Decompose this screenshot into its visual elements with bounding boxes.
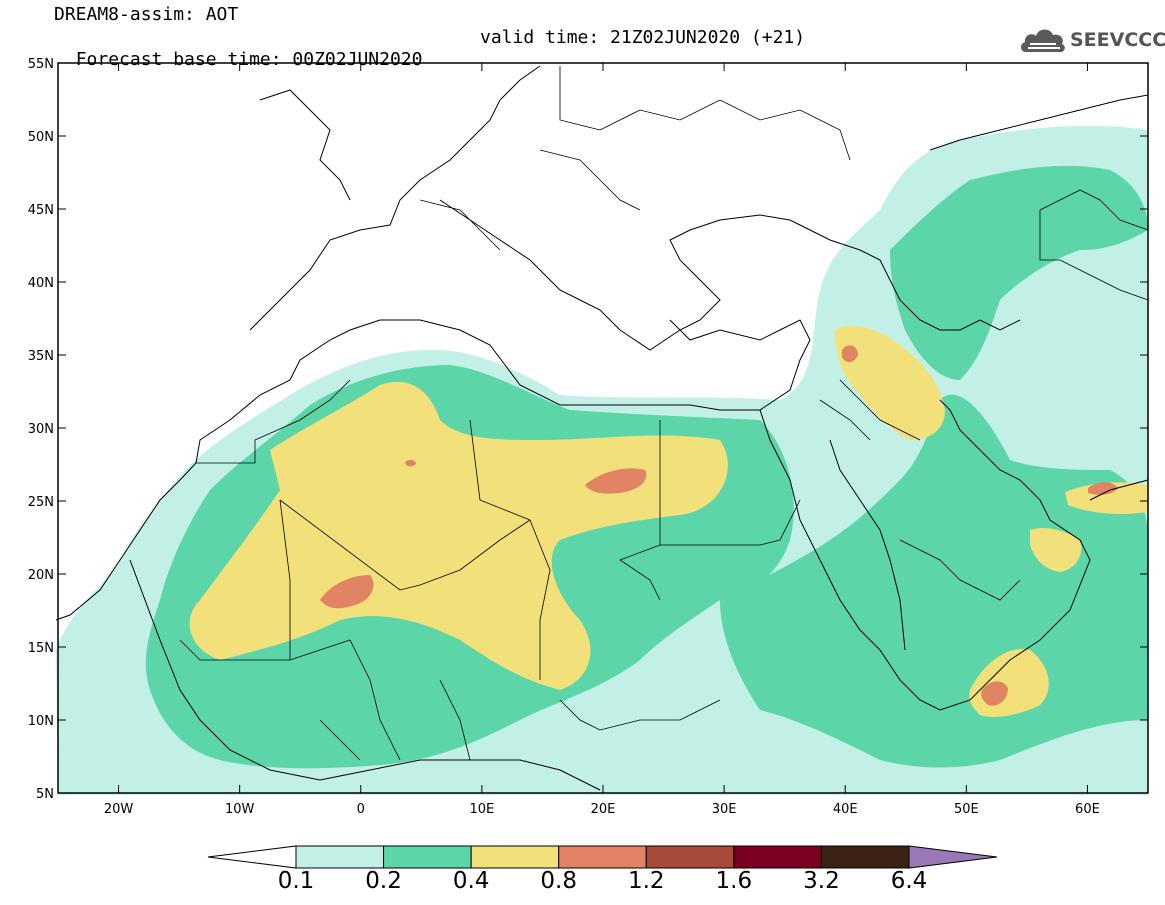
coastlines [55,65,1149,791]
lat-tick-label: 45N [28,203,54,218]
colorbar-label: 0.1 [277,868,315,894]
colorbar-label: 0.8 [540,868,577,894]
time-info: Forecast base time: 00Z02JUN2020 valid t… [54,27,805,93]
lon-tick-label: 60E [1075,802,1100,817]
lon-tick-label: 0 [357,802,365,817]
lon-tick-label: 50E [954,802,979,817]
lon-tick-label: 40E [833,802,858,817]
lat-tick-label: 15N [28,641,54,656]
lat-tick-label: 50N [28,130,54,145]
colorbar-label: 1.6 [715,868,753,894]
map-title: DREAM8-assim: AOT [54,4,239,25]
aot-layer-0-8 [320,345,1118,706]
lat-tick-label: 25N [28,495,54,510]
colorbar-segment [733,845,822,869]
colorbar-max-arrow [908,845,998,869]
colorbar-segment [820,845,910,869]
colorbar [207,845,998,869]
colorbar-segment [558,845,647,869]
latitude-axis: 55N 50N 45N 40N 35N 30N 25N 20N 15N 10N 5N [28,57,1148,802]
lat-tick-label: 55N [28,57,54,72]
lat-tick-label: 10N [28,714,54,729]
lat-tick-label: 20N [28,568,54,583]
lat-tick-label: 40N [28,276,54,291]
colorbar-label: 3.2 [803,868,840,894]
lat-tick-label: 5N [36,787,54,802]
lat-tick-label: 35N [28,349,54,364]
lon-tick-label: 10E [470,802,495,817]
colorbar-segment [645,845,735,869]
colorbar-label: 1.2 [627,868,665,894]
lat-tick-label: 30N [28,422,54,437]
colorbar-segment [470,845,560,869]
lon-tick-label: 30E [712,802,737,817]
seevccc-logo: SEEVCCC [1018,22,1165,58]
valid-time: valid time: 21Z02JUN2020 (+21) [480,27,806,48]
country-borders [179,66,1149,761]
cloud-logo-icon [1020,29,1065,53]
lon-tick-label: 20E [591,802,616,817]
longitude-axis: 20W 10W 0 10E 20E 30E 40E 50E 60E [104,63,1100,817]
forecast-base-time: Forecast base time: 00Z02JUN2020 [75,49,423,70]
colorbar-label: 6.4 [890,868,928,894]
colorbar-label: 0.2 [365,868,402,894]
colorbar-segment [383,845,472,869]
colorbar-segment [295,845,385,869]
colorbar-label: 0.4 [452,868,490,894]
logo-text: SEEVCCC [1070,29,1165,51]
lon-tick-label: 10W [225,802,255,817]
colorbar-min-arrow [207,845,297,869]
lon-tick-label: 20W [104,802,134,817]
